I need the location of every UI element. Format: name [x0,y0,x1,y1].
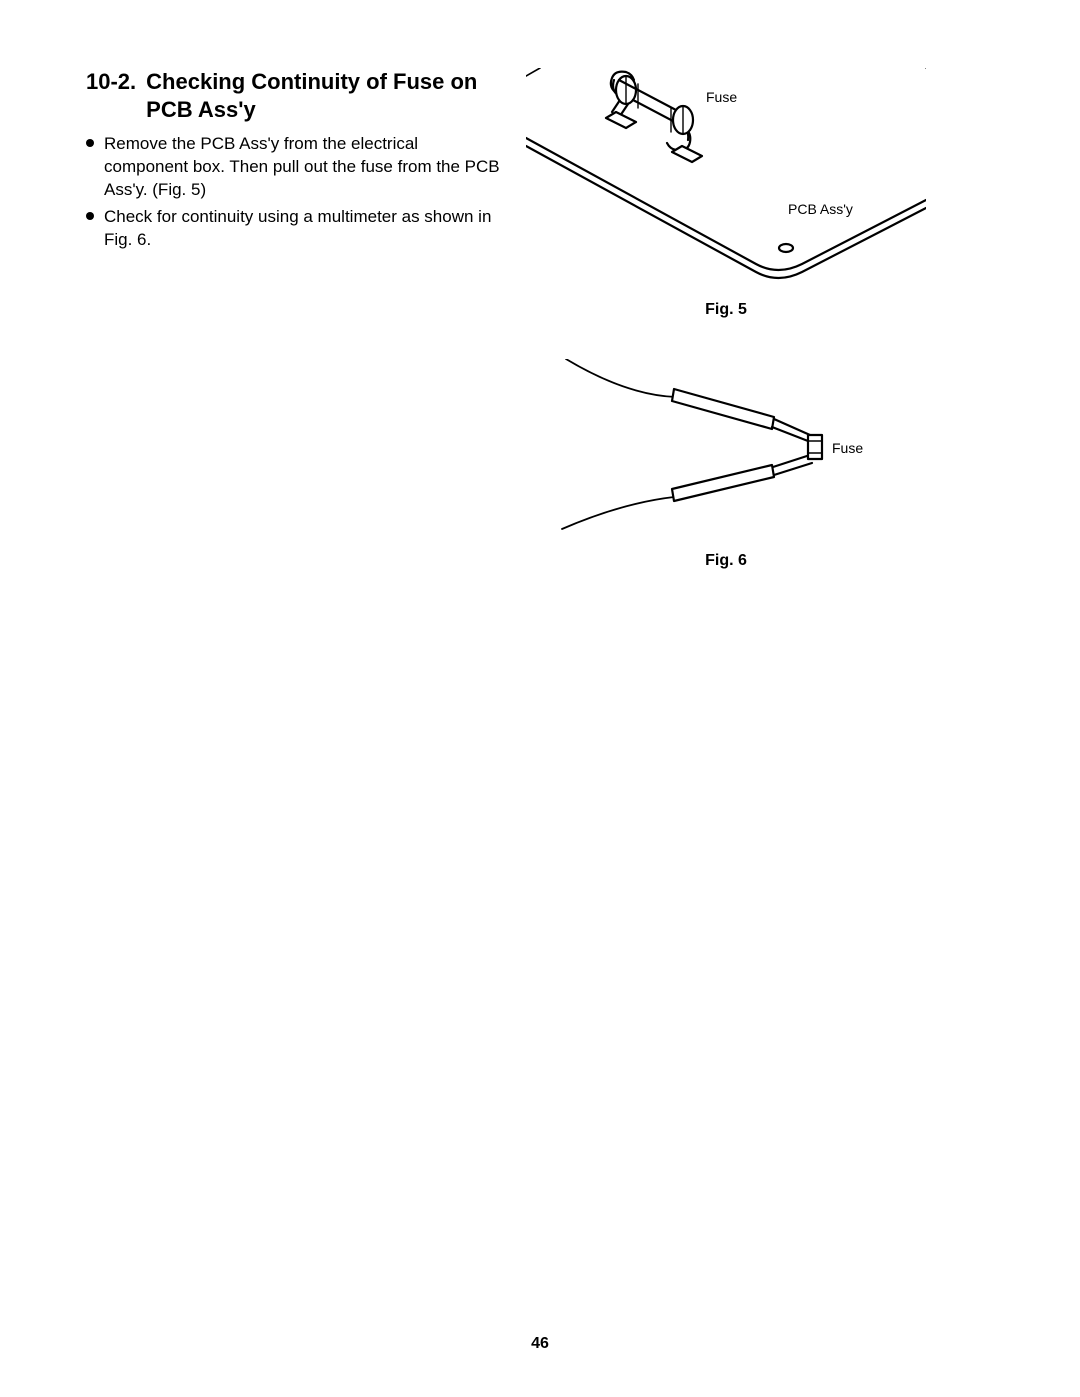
figure-6-caption: Fig. 6 [526,552,926,570]
right-column: Fuse PCB Ass'y Fig. 5 [526,68,926,610]
two-column-layout: 10-2. Checking Continuity of Fuse on PCB… [86,68,994,610]
figure-5-svg: Fuse PCB Ass'y [526,68,926,288]
page: 10-2. Checking Continuity of Fuse on PCB… [0,0,1080,1397]
heading-number: 10-2. [86,68,146,123]
bullet-list: Remove the PCB Ass'y from the electrical… [86,133,506,252]
list-item: Check for continuity using a multimeter … [86,206,506,252]
section-heading: 10-2. Checking Continuity of Fuse on PCB… [86,68,506,123]
heading-title: Checking Continuity of Fuse on PCB Ass'y [146,68,506,123]
figure-5-caption: Fig. 5 [526,301,926,319]
list-item: Remove the PCB Ass'y from the electrical… [86,133,506,202]
figure-5: Fuse PCB Ass'y Fig. 5 [526,68,926,319]
figure-6: Fuse Fig. 6 [526,359,926,570]
figure-5-fuse-label: Fuse [706,89,737,105]
page-number: 46 [0,1335,1080,1353]
figure-6-fuse-label: Fuse [832,440,863,456]
left-column: 10-2. Checking Continuity of Fuse on PCB… [86,68,526,256]
figure-6-svg: Fuse [526,359,926,539]
figure-5-pcb-label: PCB Ass'y [788,201,853,217]
